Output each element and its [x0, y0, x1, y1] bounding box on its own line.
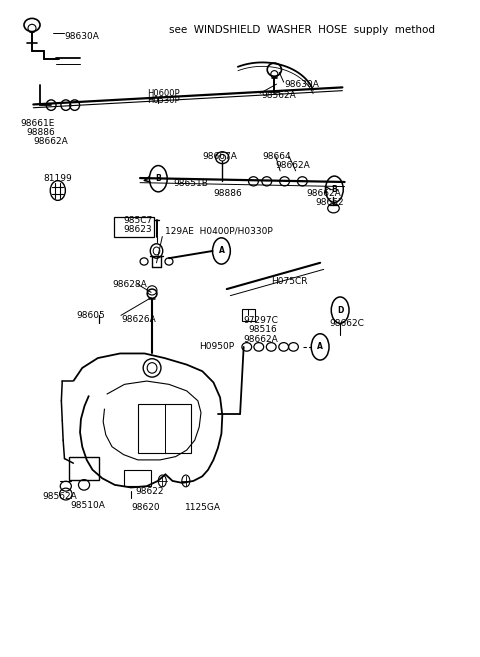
Text: 98662A: 98662A: [307, 189, 342, 198]
Text: 97297C: 97297C: [244, 316, 278, 325]
Bar: [114, 217, 154, 237]
Text: 98662: 98662: [316, 198, 344, 207]
Text: A: A: [317, 342, 323, 351]
Bar: [138, 404, 191, 453]
Text: H0950P: H0950P: [199, 342, 234, 351]
Text: 98886: 98886: [27, 128, 55, 137]
Text: 98661E: 98661E: [20, 119, 54, 128]
Text: A: A: [218, 246, 224, 256]
Text: 1125GA: 1125GA: [184, 503, 220, 512]
Bar: [124, 470, 151, 486]
Text: 98630A: 98630A: [285, 79, 320, 89]
Text: 98620: 98620: [131, 503, 160, 512]
Text: 98662A: 98662A: [33, 137, 68, 147]
Text: 985C7: 985C7: [124, 216, 153, 225]
Bar: [69, 457, 99, 480]
Text: 98605: 98605: [76, 311, 105, 320]
Text: 98662A: 98662A: [276, 161, 311, 170]
Text: B: B: [332, 185, 337, 194]
Text: H0530P: H0530P: [147, 96, 180, 105]
Text: 98562A: 98562A: [262, 91, 296, 100]
Text: 98664: 98664: [263, 152, 291, 161]
Text: 98510A: 98510A: [70, 501, 105, 510]
Text: see  WINDSHIELD  WASHER  HOSE  supply  method: see WINDSHIELD WASHER HOSE supply method: [169, 24, 435, 35]
Text: D: D: [337, 306, 343, 315]
Text: 98630A: 98630A: [64, 32, 99, 41]
Text: H0600P: H0600P: [147, 89, 180, 98]
Text: B: B: [156, 174, 161, 183]
Text: 98562A: 98562A: [42, 492, 77, 501]
Text: 98886: 98886: [214, 189, 242, 198]
Bar: [242, 309, 255, 321]
Text: 98623: 98623: [124, 225, 152, 234]
Text: 98626A: 98626A: [121, 315, 156, 325]
Text: 98662A: 98662A: [244, 334, 278, 344]
Text: 98516: 98516: [248, 325, 277, 334]
Text: 129AE  H0400P/H0330P: 129AE H0400P/H0330P: [165, 226, 272, 235]
Text: H075CR: H075CR: [271, 277, 308, 286]
Text: 98628A: 98628A: [112, 280, 147, 289]
Text: 98667A: 98667A: [202, 152, 237, 161]
Text: 98622: 98622: [136, 487, 164, 496]
Text: 81199: 81199: [43, 174, 72, 183]
Text: 98651B: 98651B: [173, 179, 208, 189]
Text: 98662C: 98662C: [329, 319, 364, 328]
